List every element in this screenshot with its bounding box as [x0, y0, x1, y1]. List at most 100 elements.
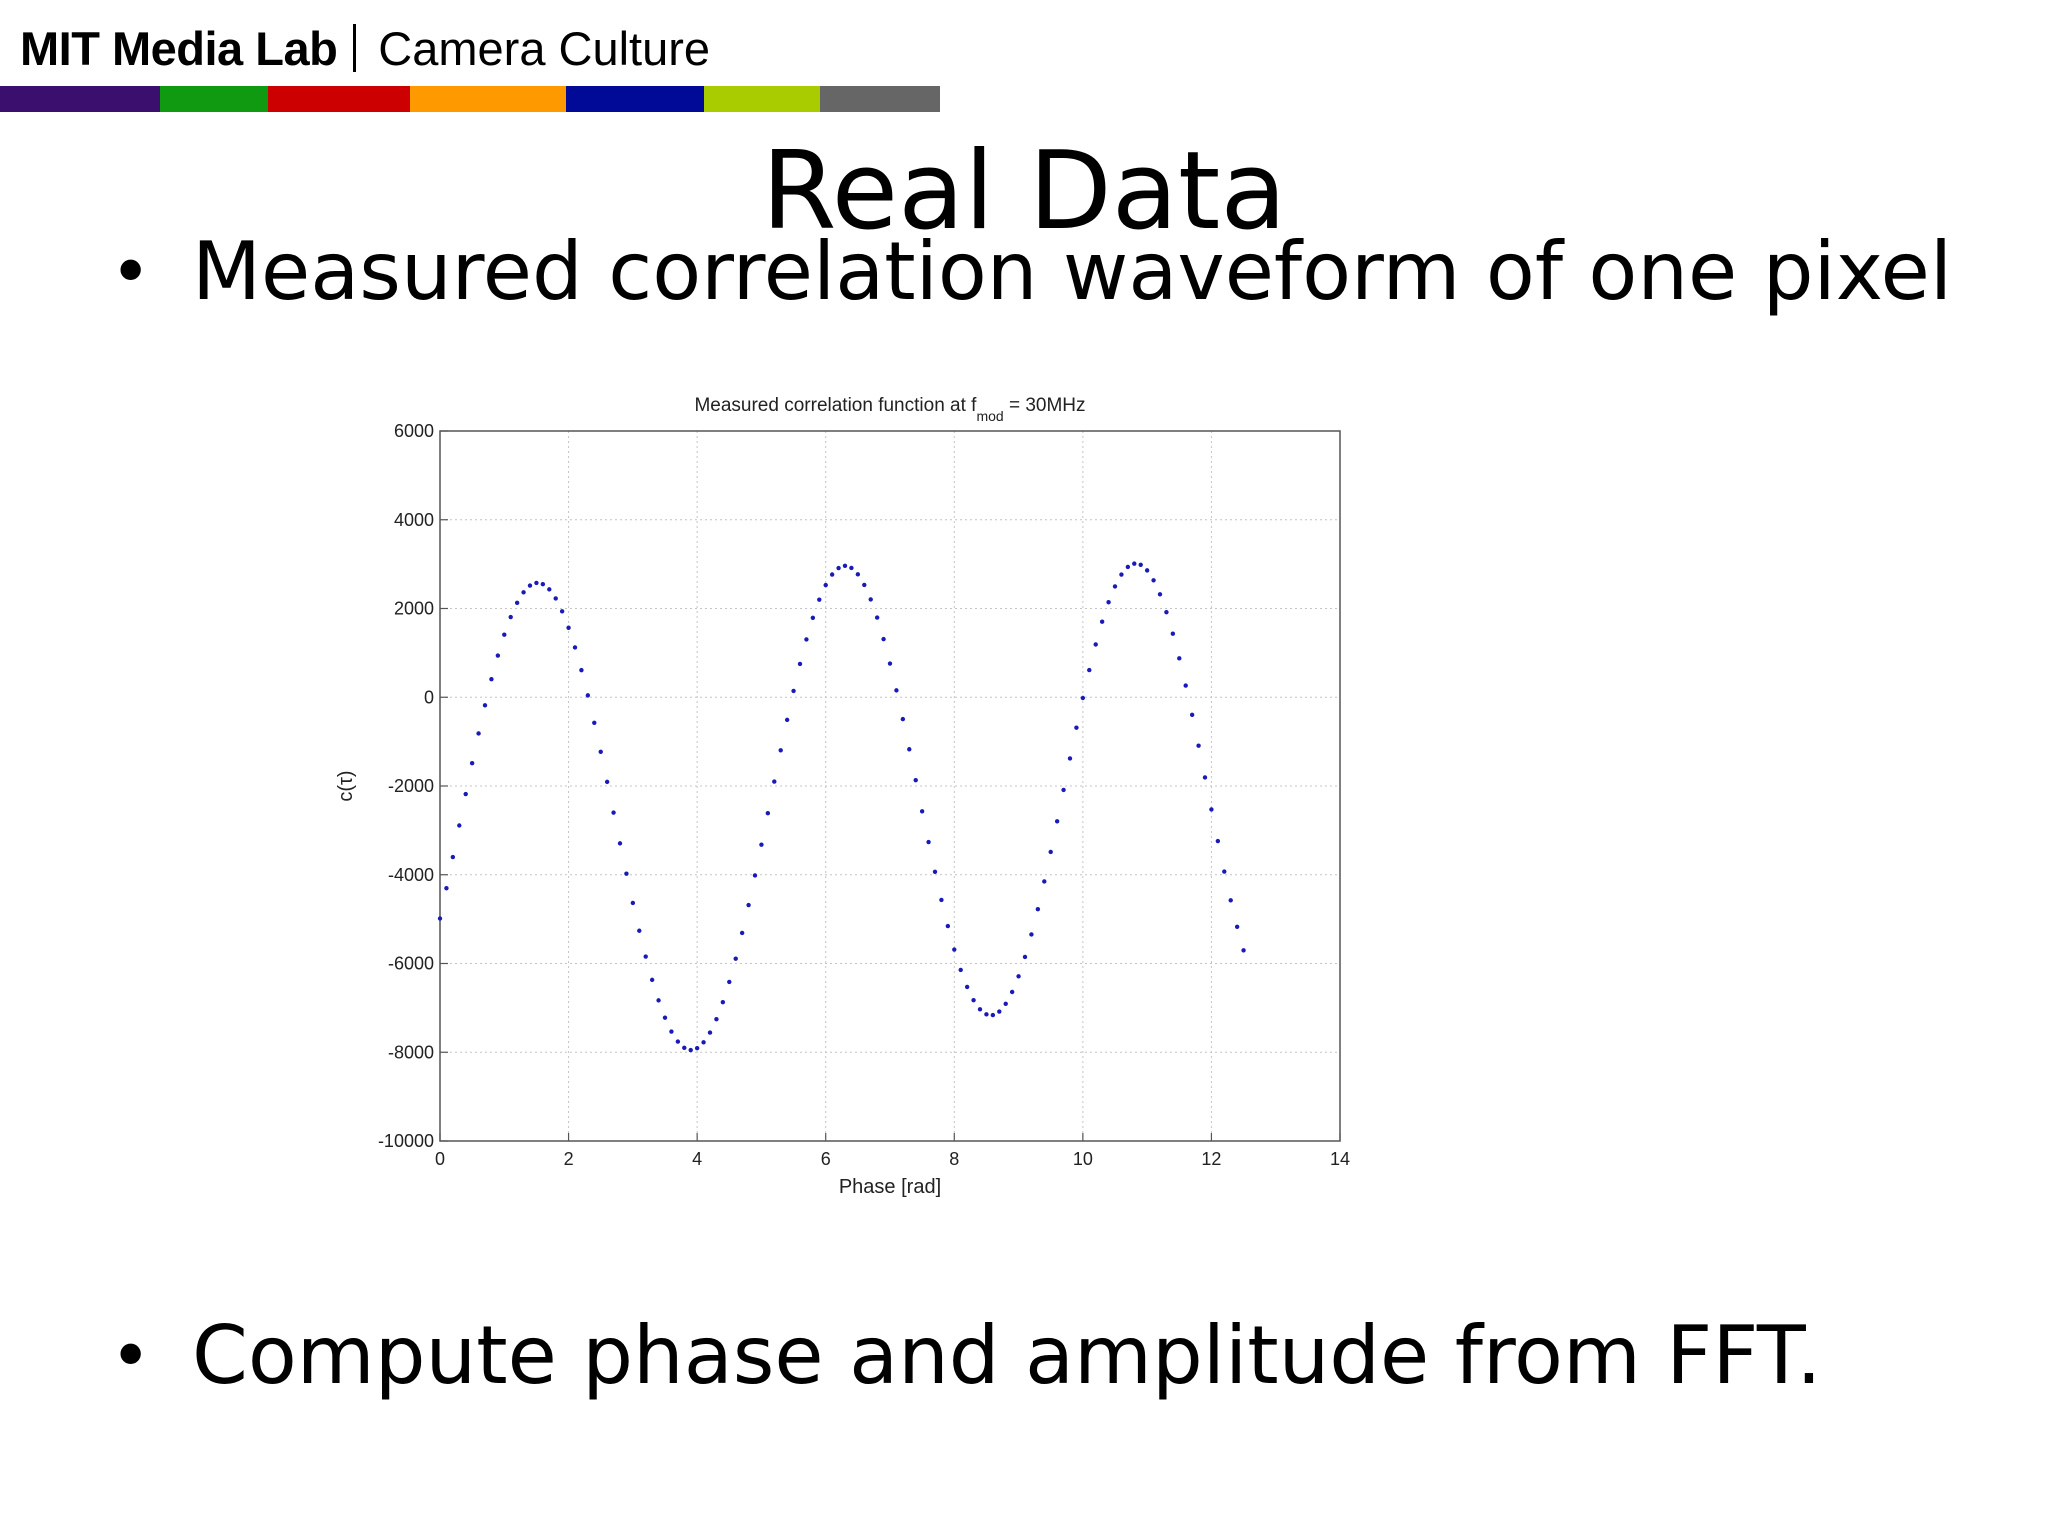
data-point: [682, 1045, 687, 1051]
data-point: [502, 632, 507, 637]
data-point: [630, 900, 636, 906]
data-point: [566, 625, 571, 630]
header-divider: [353, 24, 357, 72]
data-point: [746, 902, 751, 908]
data-point: [598, 749, 603, 754]
y-tick-label: 0: [424, 687, 434, 707]
color-stripe-segment: [160, 86, 268, 112]
data-point: [829, 572, 835, 577]
slide-title: Real Data: [761, 129, 1287, 254]
data-point: [1080, 695, 1086, 701]
data-point: [1202, 775, 1208, 780]
data-point: [739, 930, 745, 936]
data-point: [1183, 683, 1188, 688]
data-point: [1144, 568, 1150, 573]
data-point: [1093, 642, 1098, 647]
y-tick-label: 4000: [394, 510, 434, 530]
data-point: [958, 967, 963, 973]
data-point: [1215, 838, 1221, 844]
data-point: [926, 839, 931, 845]
data-point: [977, 1007, 983, 1012]
data-point: [1234, 924, 1240, 930]
bullet-dot: •: [110, 231, 152, 313]
color-stripe-segment: [0, 86, 160, 112]
data-point: [579, 667, 584, 673]
data-point: [585, 693, 591, 698]
lab-name: MIT Media Lab: [20, 21, 338, 75]
data-point: [553, 596, 558, 601]
data-point: [1061, 787, 1066, 793]
data-point: [637, 928, 642, 933]
data-point: [842, 563, 848, 569]
data-point: [1228, 898, 1233, 903]
data-point: [907, 747, 912, 752]
data-point: [514, 600, 520, 606]
data-point: [1048, 849, 1053, 855]
data-point: [469, 760, 475, 766]
data-point: [862, 582, 867, 588]
data-point: [887, 661, 893, 666]
data-point: [1112, 584, 1118, 589]
data-point: [874, 615, 880, 620]
data-point: [1177, 656, 1182, 661]
data-point: [482, 703, 488, 708]
data-point: [1042, 879, 1047, 884]
data-point: [1209, 807, 1214, 812]
data-point: [476, 731, 481, 736]
data-point: [1164, 610, 1169, 615]
data-point: [939, 897, 944, 903]
data-point: [457, 823, 462, 828]
data-point: [649, 977, 655, 983]
y-tick-label: -8000: [388, 1042, 434, 1062]
data-point: [932, 869, 938, 874]
data-point: [450, 854, 456, 860]
x-tick-label: 0: [435, 1149, 445, 1169]
data-point: [971, 997, 976, 1003]
data-point: [611, 810, 616, 815]
bullet-item: • Measured correlation waveform of one p…: [110, 232, 1952, 312]
color-stripe-segment: [566, 86, 704, 112]
data-point: [1119, 572, 1124, 577]
data-point: [727, 979, 732, 985]
data-point: [714, 1016, 719, 1022]
data-point: [964, 984, 970, 990]
data-point: [1189, 712, 1195, 718]
data-point: [656, 998, 661, 1003]
data-point: [784, 717, 790, 723]
data-point: [733, 956, 738, 961]
data-point: [919, 809, 925, 814]
data-point: [437, 916, 443, 921]
color-stripe-segment: [820, 86, 940, 112]
data-point: [752, 873, 758, 878]
data-point: [707, 1030, 713, 1035]
data-point: [984, 1012, 989, 1017]
data-point: [463, 791, 468, 797]
color-stripe-segment: [410, 86, 566, 112]
data-point: [1099, 619, 1105, 624]
data-point: [836, 565, 841, 571]
data-point: [1029, 932, 1034, 937]
color-stripe-segment: [268, 86, 410, 112]
data-point: [990, 1012, 996, 1018]
y-axis-label: c(τ): [335, 770, 357, 801]
data-point: [1132, 561, 1137, 566]
x-tick-label: 6: [821, 1149, 831, 1169]
color-stripe: [0, 86, 940, 112]
data-point: [1035, 906, 1041, 912]
y-tick-label: 2000: [394, 599, 434, 619]
x-tick-label: 8: [949, 1149, 959, 1169]
correlation-chart: 0 2 4 6 8 10 12 14 6000 4000 2000 0 -2000 -4000 -6000 -…: [335, 395, 1350, 1198]
data-point: [624, 871, 629, 876]
data-point: [810, 615, 816, 621]
data-point: [495, 653, 501, 658]
bullet-dot: •: [110, 1315, 152, 1397]
data-point: [894, 688, 899, 693]
data-point: [489, 677, 494, 682]
data-point: [688, 1047, 693, 1053]
data-point: [669, 1029, 674, 1034]
data-point: [797, 661, 803, 667]
bullet-text: Measured correlation waveform of one pix…: [192, 225, 1953, 318]
x-tick-label: 14: [1330, 1149, 1350, 1169]
data-point: [547, 587, 552, 592]
data-point: [817, 597, 822, 602]
